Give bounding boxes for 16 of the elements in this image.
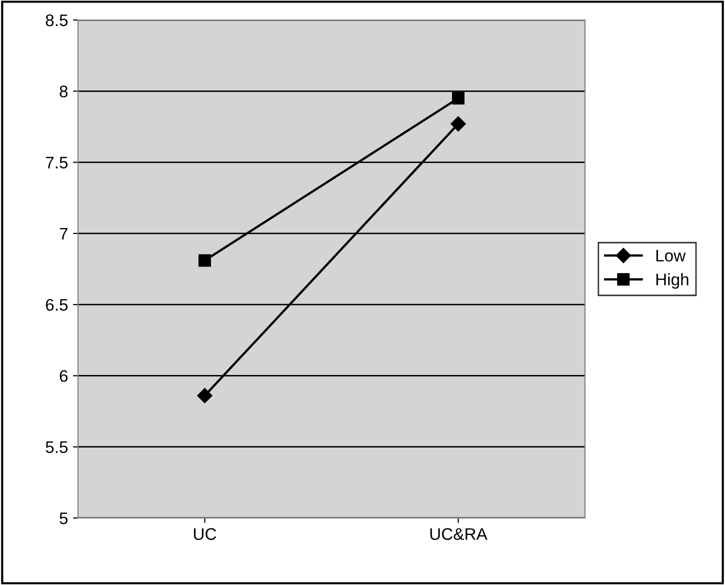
point xyxy=(450,116,466,132)
y-tick-label: 6 xyxy=(60,370,68,382)
y-tick-label: 8.5 xyxy=(46,14,68,26)
point xyxy=(197,388,212,404)
point xyxy=(452,92,464,105)
y-tick-label: 5 xyxy=(60,512,68,524)
legend-label: Low xyxy=(656,250,686,262)
x-tick-label: UC&RA xyxy=(430,528,488,540)
legend-label: High xyxy=(656,273,688,289)
y-tick-label: 7.5 xyxy=(46,156,68,168)
point xyxy=(198,254,211,267)
y-tick-label: 5.5 xyxy=(46,441,68,454)
y-tick-label: 7 xyxy=(60,228,68,240)
y-tick-label: 8 xyxy=(60,86,68,98)
x-tick-label: UC xyxy=(194,528,216,540)
y-tick-label: 6.5 xyxy=(46,298,68,311)
